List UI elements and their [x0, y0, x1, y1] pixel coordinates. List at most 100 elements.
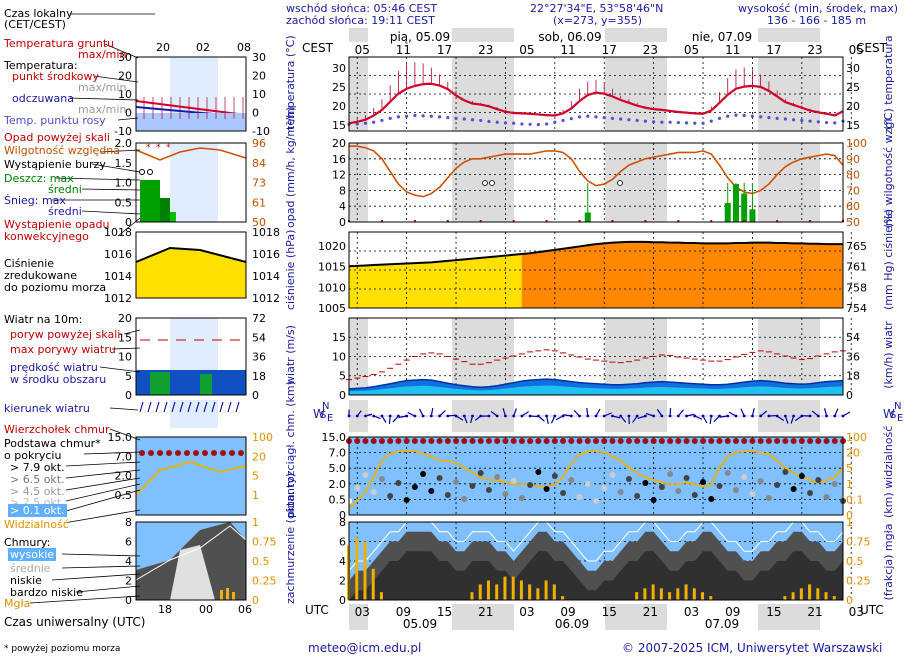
compass-s-right: S: [890, 410, 897, 421]
wind-arrow-dot-53: [783, 414, 787, 418]
wind-arrow-dot-6: [397, 414, 400, 418]
tick-mini-cloud-left-3: 0.5: [115, 489, 133, 502]
cloud-base-15: [469, 483, 476, 489]
legend-leader-6: [91, 163, 141, 173]
cloud-base-30: [593, 498, 599, 504]
fog-bar-19: [503, 576, 507, 600]
wind-arrow-dot-25: [553, 414, 557, 418]
fog-bar-40: [676, 588, 680, 600]
wind-arrow-dot-51: [767, 414, 771, 418]
wind-arrow-dot-41: [685, 414, 688, 418]
mini-wind-arrow-1: [147, 401, 152, 413]
wind-arrow-dot-24: [545, 414, 548, 418]
wind-arrow-dot-37: [652, 414, 656, 418]
cloud-top-17: [485, 438, 492, 444]
cloud-base-49: [749, 491, 756, 497]
dew-point-13: [454, 116, 458, 120]
footer-email[interactable]: meteo@icm.edu.pl: [308, 641, 422, 655]
bottom-hour-12: 03: [849, 605, 864, 619]
mini-cloud-top-2: [157, 450, 163, 456]
dew-point-52: [775, 116, 779, 120]
tick-cover-left-3: 2: [339, 575, 346, 588]
legend-leader-1: [104, 43, 139, 59]
bottom-hour-6: 15: [602, 605, 617, 619]
wind-arrow-dot-39: [668, 414, 672, 418]
dew-point-35: [635, 118, 639, 123]
wind-arrow-dot-27: [569, 414, 573, 418]
legend-leader-17: [83, 451, 141, 455]
tick-mini-cloud-left-2: 2.0: [115, 470, 133, 483]
cloud-top-57: [815, 438, 822, 444]
tick-cloud-right-5: 0: [846, 509, 853, 522]
mini-cloud-top-10: [229, 450, 235, 456]
legend-leader-22: [65, 489, 141, 512]
mini-wind-arrow-3: [163, 401, 168, 413]
tick-cloud-left-2: 5.0: [329, 462, 347, 475]
fog-bar-20: [511, 576, 515, 600]
night-band-wind-0: [349, 318, 368, 395]
dew-point-1: [355, 122, 359, 126]
top-hour-8: 05: [684, 43, 699, 57]
top-day-2: nie, 07.09: [692, 30, 752, 44]
mini-storm-1: [147, 169, 153, 175]
legend-temp-gruntu: Temperatura gruntu: [4, 37, 115, 50]
fog-bar-24: [544, 580, 548, 600]
cloud-top-27: [568, 438, 575, 444]
conv-mark-40: [677, 220, 680, 222]
tick-precip-left-3: 8: [339, 184, 346, 197]
wind-arrow-dot-34: [627, 414, 631, 418]
cloud-base-16: [477, 470, 484, 476]
dew-point-27: [569, 117, 573, 121]
wind-arrow-dot-44: [709, 414, 713, 418]
fog-bar-1: [355, 537, 359, 600]
tick-cover-right-3: 0.25: [846, 575, 871, 588]
conv-mark-52: [776, 220, 779, 222]
legend-wierzcholek: Wierzchołek chmur: [4, 423, 110, 436]
cloud-base-19: [502, 491, 509, 497]
wind-arrow-dot-21: [520, 414, 524, 418]
tick-mini-precip-left-3: 0.5: [115, 196, 133, 209]
cloud-base-2: [362, 472, 369, 478]
tick-mini-wind-left-3: 5: [125, 370, 132, 383]
cest-left-label: CEST: [302, 41, 333, 55]
tick-mini-temp-right-3: 0: [252, 107, 259, 120]
tick-mini-precip-right-2: 73: [252, 177, 266, 190]
storm-marker-1: [489, 180, 495, 186]
legend-okt-79: > 7.9 okt.: [10, 461, 65, 474]
cloud-base-11: [436, 475, 443, 481]
dew-point-39: [668, 120, 672, 124]
wind-arrow-dot-38: [660, 414, 664, 418]
top-hour-9: 11: [725, 43, 740, 57]
night-band-precip-0: [349, 143, 368, 222]
cloud-base-31: [601, 485, 608, 491]
cloud-top-15: [469, 438, 476, 444]
cloud-base-4: [378, 476, 385, 482]
mini-top-tick-2: 02: [196, 41, 210, 54]
utc-right-label: UTC: [860, 603, 884, 617]
tick-precip-right-5: 50: [846, 216, 860, 229]
legend-leader-23: [63, 509, 141, 524]
top-hour-11: 23: [807, 43, 822, 57]
dew-point-42: [693, 121, 697, 125]
fog-bar-55: [799, 588, 803, 600]
mini-rain-bar-2: [160, 198, 170, 222]
cloud-top-48: [741, 438, 748, 444]
mini-night-precip: [170, 143, 218, 222]
fog-bar-56: [808, 584, 812, 600]
mini-wind-arrow-7: [195, 401, 200, 413]
legend-poryw-powyzej: poryw powyżej skali: [10, 328, 121, 341]
legend-czas-lokalny: Czas lokalny: [4, 7, 73, 20]
fog-bar-25: [552, 584, 556, 600]
cloud-base-14: [461, 496, 468, 502]
dew-point-40: [676, 120, 680, 125]
tick-cloud-left-1: 7.0: [329, 447, 347, 460]
mini-cloud-top-3: [166, 450, 172, 456]
fog-bar-54: [791, 592, 795, 600]
legend-wysokie: wysokie: [8, 548, 57, 561]
mini-cloud-top-7: [202, 450, 208, 456]
cloud-base-52: [774, 482, 781, 488]
cloud-base-20: [510, 478, 517, 484]
tick-cover-left-1: 6: [339, 536, 346, 549]
tick-wind-left-0: 15: [332, 331, 346, 344]
fog-bar-22: [528, 584, 532, 600]
